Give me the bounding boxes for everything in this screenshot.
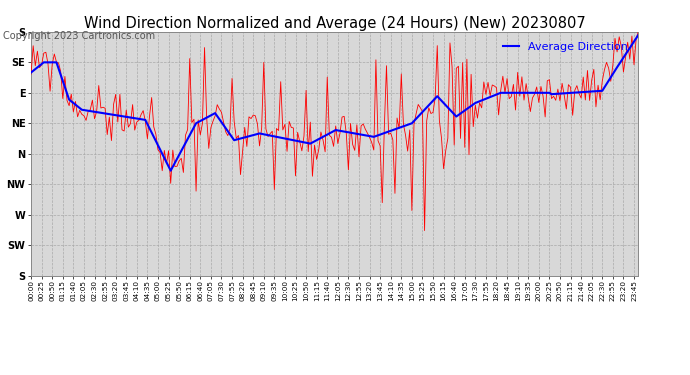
- Text: Copyright 2023 Cartronics.com: Copyright 2023 Cartronics.com: [3, 32, 155, 41]
- Title: Wind Direction Normalized and Average (24 Hours) (New) 20230807: Wind Direction Normalized and Average (2…: [83, 16, 586, 31]
- Legend: Average Direction: Average Direction: [498, 38, 633, 56]
